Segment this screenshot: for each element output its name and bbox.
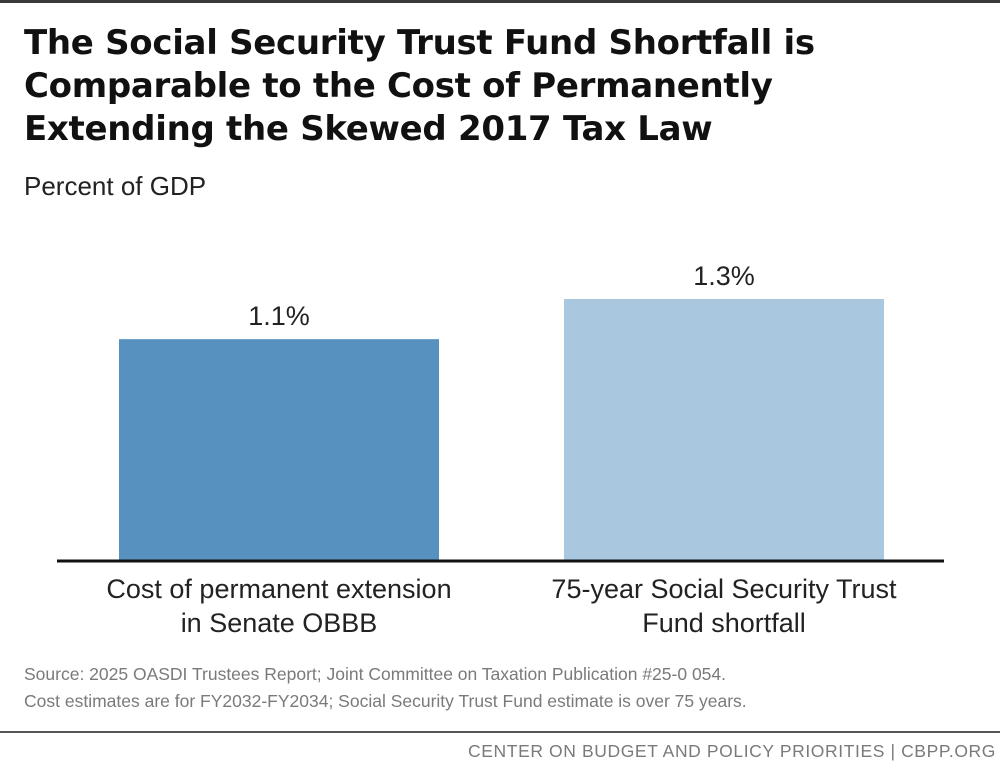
- bar-chart: 1.1% Cost of permanent extension in Senate…: [57, 261, 944, 638]
- category-label-1-line-2: in Senate OBBB: [181, 608, 378, 638]
- top-rule: [0, 0, 1000, 3]
- footer-credit: CENTER ON BUDGET AND POLICY PRIORITIES |…: [468, 741, 996, 761]
- data-label-2: 1.3%: [693, 261, 755, 291]
- chart-title: The Social Security Trust Fund Shortfall…: [24, 23, 815, 149]
- category-label-2-line-2: Fund shortfall: [642, 608, 806, 638]
- source-line-1: Source: 2025 OASDI Trustees Report; Join…: [24, 664, 727, 684]
- source-note: Source: 2025 OASDI Trustees Report; Join…: [24, 661, 984, 715]
- bar-2: [564, 299, 884, 560]
- category-label-1-line-1: Cost of permanent extension: [106, 574, 451, 604]
- source-line-2: Cost estimates are for FY2032-FY2034; So…: [24, 691, 747, 711]
- chart-subtitle: Percent of GDP: [24, 171, 207, 201]
- category-label-2-line-1: 75-year Social Security Trust: [551, 574, 897, 604]
- bar-1: [119, 339, 439, 560]
- bottom-rule: [0, 731, 1000, 733]
- data-label-1: 1.1%: [248, 301, 310, 331]
